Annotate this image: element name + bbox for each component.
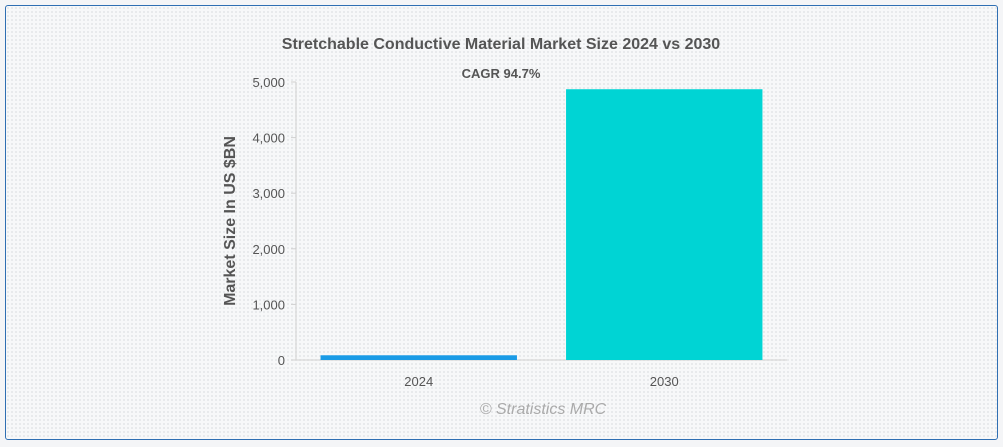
cagr-annotation: CAGR 94.7%: [462, 66, 541, 81]
y-tick-label: 4,000: [252, 131, 285, 146]
bar-2024: [320, 355, 517, 360]
chart-card: [5, 5, 998, 440]
y-axis-label: Market Size In US $BN: [222, 136, 239, 306]
x-tick-label-2024: 2024: [404, 374, 433, 389]
y-tick-label: 0: [278, 353, 285, 368]
bars: [320, 89, 763, 360]
y-ticks: 0 1,000 2,000 3,000 4,000 5,000: [252, 75, 296, 368]
y-tick-label: 3,000: [252, 186, 285, 201]
credit-text: © Stratistics MRC: [480, 401, 607, 418]
bar-2030: [566, 89, 763, 360]
x-tick-label-2030: 2030: [650, 374, 679, 389]
x-ticks: 2024 2030: [404, 374, 678, 389]
y-tick-label: 5,000: [252, 75, 285, 90]
chart-title: Stretchable Conductive Material Market S…: [282, 36, 721, 53]
y-tick-label: 1,000: [252, 297, 285, 312]
y-tick-label: 2,000: [252, 242, 285, 257]
